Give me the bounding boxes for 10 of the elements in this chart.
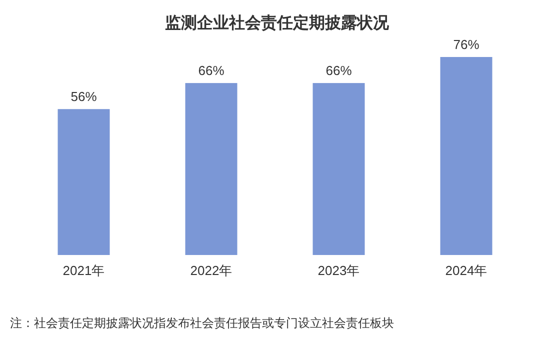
- x-tick-label: 2022年: [190, 263, 232, 278]
- data-label: 66%: [198, 63, 225, 78]
- x-tick-label: 2021年: [62, 263, 105, 278]
- data-label: 66%: [326, 63, 352, 78]
- chart-title: 监测企业社会责任定期披露状况: [165, 14, 390, 32]
- x-tick-label: 2023年: [318, 263, 360, 278]
- x-tick-label: 2024年: [445, 263, 488, 278]
- data-label: 76%: [453, 37, 480, 52]
- text: 注：社会责任定期披露状况指发布社会责任报告或专门设立社会责任板块: [10, 316, 394, 330]
- data-label: 56%: [70, 89, 98, 104]
